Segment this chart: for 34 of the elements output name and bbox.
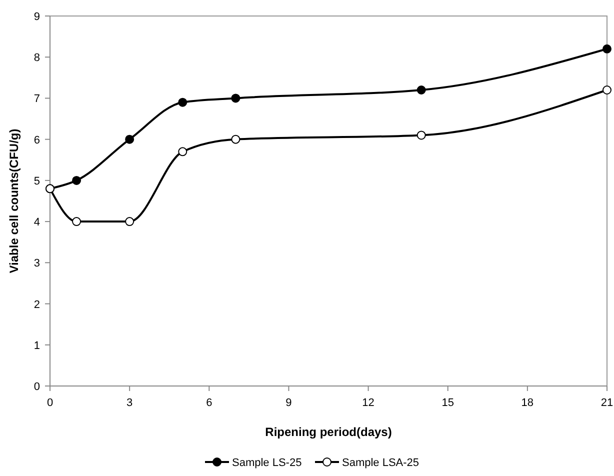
- point: [125, 134, 134, 144]
- y-tick-label: 4: [34, 216, 40, 229]
- y-tick-label: 1: [34, 340, 40, 352]
- x-tick-label: 6: [206, 397, 212, 409]
- point: [602, 44, 612, 54]
- x-axis-title: Ripening period(days): [265, 425, 392, 439]
- y-tick-label: 7: [34, 93, 40, 106]
- point: [416, 130, 426, 140]
- x-tick-label: 3: [126, 397, 133, 409]
- y-tick-label: 2: [34, 298, 40, 311]
- y-tick-label: 8: [34, 52, 40, 64]
- x-tick-label: 0: [46, 397, 54, 409]
- point: [125, 217, 134, 226]
- point: [178, 147, 188, 156]
- point: [231, 134, 240, 144]
- point: [178, 98, 188, 107]
- y-axis-title: Viable cell counts(CFU/g): [7, 128, 21, 274]
- point: [602, 86, 612, 94]
- legend-label: Sample LSA-25: [342, 457, 420, 469]
- y-tick-label: 9: [34, 11, 40, 23]
- y-tick-label: 5: [34, 175, 40, 188]
- y-tick-label: 0: [34, 381, 40, 393]
- point: [72, 217, 82, 226]
- x-tick-label: 21: [600, 397, 614, 409]
- legend-label: Sample LS-25: [232, 457, 302, 469]
- x-tick-label: 9: [286, 397, 292, 409]
- point: [72, 176, 82, 185]
- x-tick-label: 18: [521, 397, 534, 409]
- y-tick-label: 6: [34, 134, 40, 146]
- y-tick-label: 3: [34, 258, 40, 270]
- x-tick-label: 12: [362, 397, 374, 409]
- x-tick-label: 15: [442, 397, 454, 409]
- point: [416, 86, 426, 94]
- point: [231, 94, 240, 103]
